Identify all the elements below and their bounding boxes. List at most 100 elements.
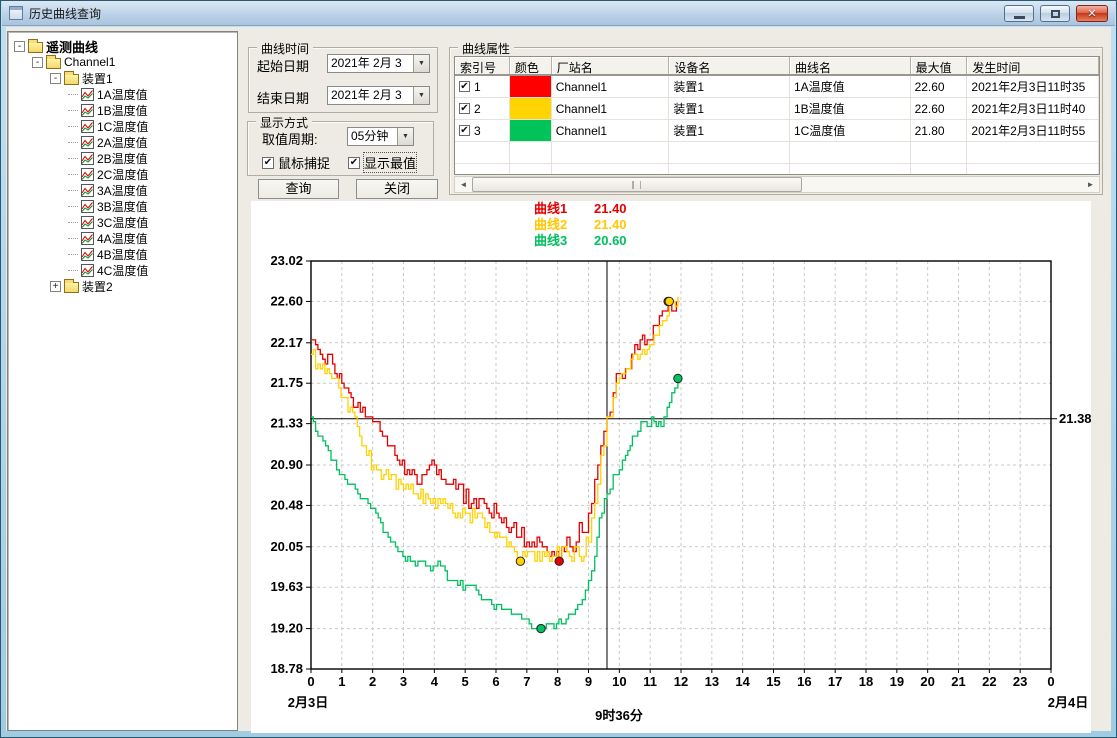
curve-icon <box>81 151 94 165</box>
curve-properties-group-title: 曲线属性 <box>458 40 515 57</box>
table-row[interactable]: ✔ 3 Channel1 装置1 1C温度值 21.80 2021年2月3日11时55 <box>455 120 1099 142</box>
minimize-button[interactable] <box>1004 4 1034 22</box>
table-cell: 21.80 <box>911 120 968 141</box>
table-row[interactable] <box>455 142 1099 164</box>
history-curve-chart[interactable]: 23.02 22.60 22.17 21.75 21.33 20.90 20.48 20.05… <box>251 201 1091 733</box>
tree-connector <box>68 141 78 143</box>
column-header-0[interactable]: 索引号 <box>455 57 510 74</box>
tree-item-2[interactable]: - 装置1 <box>50 70 113 86</box>
table-cell: 2021年2月3日11时55 <box>967 120 1099 141</box>
tree-connector <box>68 93 78 95</box>
tree-item-15[interactable]: + 装置2 <box>50 278 113 294</box>
horizontal-scrollbar[interactable]: ◄ ► <box>454 176 1100 193</box>
svg-text:21: 21 <box>951 674 965 689</box>
tree-item-9[interactable]: 3A温度值 <box>68 182 148 198</box>
maximize-button[interactable] <box>1040 4 1070 22</box>
tree-item-3[interactable]: 1A温度值 <box>68 86 148 102</box>
row-checkbox[interactable]: ✔ <box>459 81 470 92</box>
end-date-select[interactable]: 2021年 2月 3 ▼ <box>327 86 430 105</box>
table-cell: 2021年2月3日11时35 <box>967 76 1099 97</box>
period-value: 05分钟 <box>351 129 389 143</box>
chevron-down-icon[interactable]: ▼ <box>413 55 429 72</box>
show-extremes-checkbox[interactable]: ✔ 显示最值 <box>348 152 418 173</box>
tree-item-13[interactable]: 4B温度值 <box>68 246 148 262</box>
svg-text:22.17: 22.17 <box>270 335 303 350</box>
table-row[interactable]: ✔ 1 Channel1 装置1 1A温度值 22.60 2021年2月3日11时35 <box>455 76 1099 98</box>
mouse-capture-checkbox[interactable]: ✔ 鼠标捕捉 <box>262 153 330 172</box>
tree-item-8[interactable]: 2C温度值 <box>68 166 148 182</box>
tree-item-label: 4A温度值 <box>97 231 148 246</box>
scroll-right-icon[interactable]: ► <box>1086 180 1095 189</box>
row-checkbox[interactable]: ✔ <box>459 125 470 136</box>
close-button[interactable]: ✕ <box>1076 4 1108 22</box>
tree-item-1[interactable]: - Channel1 <box>32 54 115 70</box>
period-select[interactable]: 05分钟 ▼ <box>347 127 414 146</box>
svg-text:12: 12 <box>674 674 688 689</box>
tree-item-10[interactable]: 3B温度值 <box>68 198 148 214</box>
svg-text:16: 16 <box>797 674 811 689</box>
row-checkbox[interactable]: ✔ <box>459 103 470 114</box>
svg-text:20.48: 20.48 <box>270 497 303 512</box>
expand-toggle-icon[interactable]: + <box>50 280 61 292</box>
tree-item-label: 2C温度值 <box>97 167 149 182</box>
expand-toggle-icon[interactable]: - <box>50 72 61 84</box>
tree-item-6[interactable]: 2A温度值 <box>68 134 148 150</box>
query-button[interactable]: 查询 <box>258 179 339 199</box>
svg-text:9: 9 <box>585 674 592 689</box>
column-header-4[interactable]: 曲线名 <box>790 57 911 74</box>
tree-connector <box>68 221 78 223</box>
table-cell <box>509 76 552 97</box>
svg-text:2: 2 <box>369 674 376 689</box>
tree-item-12[interactable]: 4A温度值 <box>68 230 148 246</box>
table-cell <box>669 164 790 174</box>
table-cell <box>911 164 968 174</box>
column-header-3[interactable]: 设备名 <box>669 57 790 74</box>
tree-item-14[interactable]: 4C温度值 <box>68 262 148 278</box>
expand-toggle-icon[interactable]: - <box>32 56 43 68</box>
tree-item-label: 4B温度值 <box>97 247 148 262</box>
tree-item-label: 1B温度值 <box>97 103 148 118</box>
table-cell <box>509 98 552 119</box>
chevron-down-icon[interactable]: ▼ <box>413 87 429 104</box>
end-date-label: 结束日期 <box>257 91 310 106</box>
chevron-down-icon[interactable]: ▼ <box>397 128 413 145</box>
table-cell: 22.60 <box>911 76 968 97</box>
table-cell: 2021年2月3日11时40 <box>967 98 1099 119</box>
curve-icon <box>81 231 94 245</box>
curve-tree[interactable]: - 遥测曲线 - Channel1- 装置1 1A温度值 1B温度值 1C温度值 2A温度值 2B… <box>7 31 238 731</box>
mouse-capture-label: 鼠标捕捉 <box>278 156 331 171</box>
curve-properties-table[interactable]: 索引号 颜色 厂站名 设备名 曲线名 最大值 发生时间 ✔ 1 Channel1 装置1 1A温度值 2… <box>454 56 1100 175</box>
table-row[interactable] <box>455 164 1099 174</box>
title-bar[interactable]: 历史曲线查询 ✕ <box>2 1 1115 26</box>
color-swatch <box>509 98 551 119</box>
tree-item-7[interactable]: 2B温度值 <box>68 150 148 166</box>
series-line-2 <box>311 296 679 562</box>
tree-item-4[interactable]: 1B温度值 <box>68 102 148 118</box>
tree-item-0[interactable]: - 遥测曲线 <box>14 38 98 55</box>
tree-connector <box>68 269 78 271</box>
tree-item-5[interactable]: 1C温度值 <box>68 118 148 134</box>
table-cell <box>509 120 552 141</box>
svg-text:19: 19 <box>890 674 904 689</box>
tree-item-11[interactable]: 3C温度值 <box>68 214 148 230</box>
column-header-1[interactable]: 颜色 <box>510 57 552 74</box>
expand-toggle-icon[interactable]: - <box>14 40 25 52</box>
close-dialog-button[interactable]: 关闭 <box>356 179 438 199</box>
start-date-select[interactable]: 2021年 2月 3 ▼ <box>327 54 430 73</box>
column-header-2[interactable]: 厂站名 <box>552 57 670 74</box>
scrollbar-grip-icon <box>632 181 641 189</box>
svg-text:17: 17 <box>828 674 842 689</box>
svg-text:18.78: 18.78 <box>270 661 303 676</box>
table-row[interactable]: ✔ 2 Channel1 装置1 1B温度值 22.60 2021年2月3日11时40 <box>455 98 1099 120</box>
maximize-icon <box>1051 9 1060 18</box>
column-header-6[interactable]: 发生时间 <box>967 57 1099 74</box>
checkbox-check-icon[interactable]: ✔ <box>348 156 360 169</box>
chart-panel: 曲线1 21.40 曲线2 21.40 曲线3 20.60 23.02 22.60 22.17… <box>251 201 1091 733</box>
column-header-5[interactable]: 最大值 <box>911 57 968 74</box>
checkbox-check-icon[interactable]: ✔ <box>262 156 274 169</box>
scroll-left-icon[interactable]: ◄ <box>459 180 468 189</box>
scrollbar-thumb[interactable] <box>472 177 802 192</box>
series-line-3 <box>311 378 679 630</box>
svg-text:0: 0 <box>307 674 314 689</box>
close-icon: ✕ <box>1087 7 1097 20</box>
